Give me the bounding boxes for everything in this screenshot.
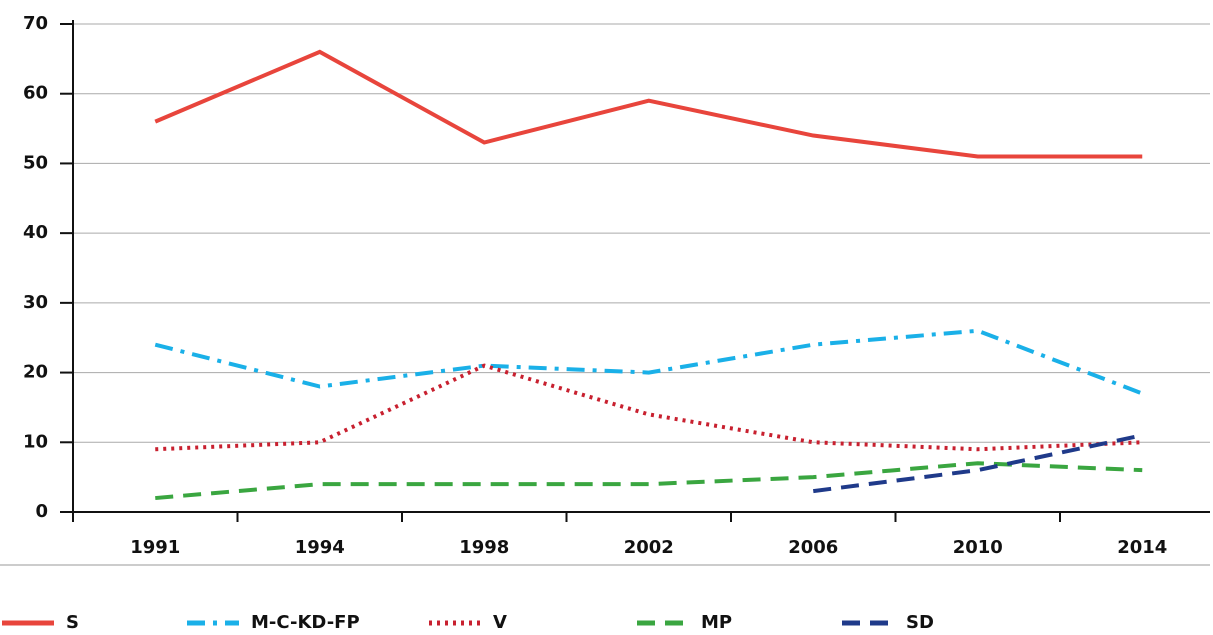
y-tick-label: 30 (23, 292, 48, 313)
x-tick-label: 1994 (295, 537, 345, 558)
y-tick-label: 10 (23, 431, 48, 452)
line-series (154, 328, 1143, 396)
y-tick-label: 20 (23, 362, 48, 383)
legend-label: M-C-KD-FP (251, 612, 360, 633)
x-tick-label: 2002 (624, 537, 674, 558)
y-tick-label: 60 (23, 83, 48, 104)
y-tick-label: 70 (23, 13, 48, 34)
line-series (154, 49, 1143, 159)
x-tick-label: 2006 (788, 537, 838, 558)
line-series (155, 363, 1143, 452)
x-tick-label: 1998 (459, 537, 509, 558)
legend-label: V (493, 612, 507, 633)
legend-label: SD (906, 612, 934, 633)
y-tick-label: 40 (23, 222, 48, 243)
y-tick-label: 50 (23, 152, 48, 173)
legend-label: MP (701, 612, 732, 633)
legend-label: S (66, 612, 79, 633)
line-series (155, 461, 1143, 501)
x-tick-label: 2014 (1117, 537, 1167, 558)
x-tick-label: 2010 (953, 537, 1003, 558)
x-tick-label: 1991 (130, 537, 180, 558)
y-tick-label: 0 (35, 501, 48, 522)
